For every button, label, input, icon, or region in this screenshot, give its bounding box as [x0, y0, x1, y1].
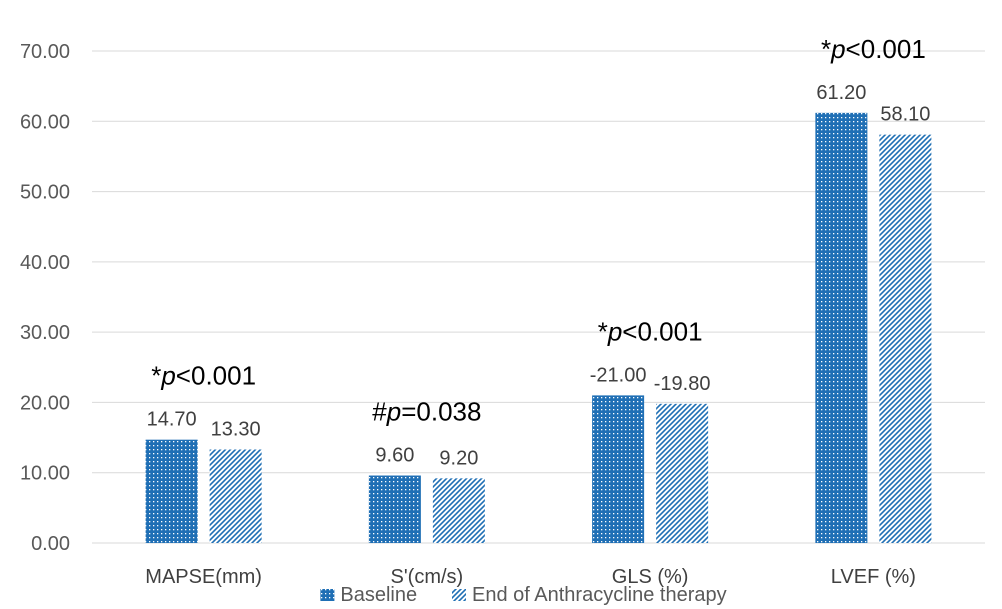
category-label: S'(cm/s) [391, 566, 464, 588]
y-tick-label: 0.00 [31, 533, 70, 555]
legend-label: End of Anthracycline therapy [472, 584, 727, 606]
y-tick-label: 40.00 [20, 252, 70, 274]
legend-label: Baseline [340, 584, 417, 606]
p-value-annotation: #p=0.038 [372, 397, 481, 427]
data-label: -19.80 [654, 373, 711, 395]
bar-baseline [145, 439, 198, 543]
data-label: -21.00 [590, 364, 647, 386]
y-tick-label: 50.00 [20, 182, 70, 204]
p-value-annotations: *p<0.001 #p=0.038 *p<0.001 *p<0.001 [151, 34, 926, 427]
p-value-annotation: *p<0.001 [151, 361, 256, 391]
legend-swatch [452, 589, 466, 601]
category-label: GLS (%) [612, 566, 689, 588]
data-label: 58.10 [880, 104, 930, 126]
y-tick-label: 30.00 [20, 322, 70, 344]
y-tick-label: 10.00 [20, 463, 70, 485]
y-tick-label: 20.00 [20, 392, 70, 414]
category-label: MAPSE(mm) [145, 566, 262, 588]
legend: Baseline End of Anthracycline therapy [320, 584, 727, 606]
y-tick-label: 60.00 [20, 111, 70, 133]
p-value-annotation: *p<0.001 [821, 34, 926, 64]
bar-baseline [368, 475, 421, 543]
data-label: 13.30 [211, 419, 261, 441]
bar-baseline [592, 395, 645, 543]
data-labels: 14.70 13.30 9.60 9.20 -21.00 -19.80 61.20 58.10 [147, 82, 931, 469]
data-label: 14.70 [147, 409, 197, 431]
category-label: LVEF (%) [831, 566, 916, 588]
data-label: 9.20 [439, 447, 478, 469]
bar-end-of-therapy [432, 478, 485, 543]
bar-end-of-therapy [209, 449, 262, 543]
legend-swatch [320, 589, 335, 601]
y-axis-tick-labels: 0.00 10.00 20.00 30.00 40.00 50.00 60.00 70.00 [20, 41, 70, 555]
bar-baseline [815, 112, 868, 543]
data-label: 9.60 [375, 445, 414, 467]
y-tick-label: 70.00 [20, 41, 70, 63]
bar-end-of-therapy [656, 403, 709, 543]
data-label: 61.20 [816, 82, 866, 104]
bar-end-of-therapy [879, 134, 932, 543]
x-axis-category-labels: MAPSE(mm) S'(cm/s) GLS (%) LVEF (%) [145, 566, 916, 588]
p-value-annotation: *p<0.001 [598, 316, 703, 346]
bars [145, 112, 932, 543]
